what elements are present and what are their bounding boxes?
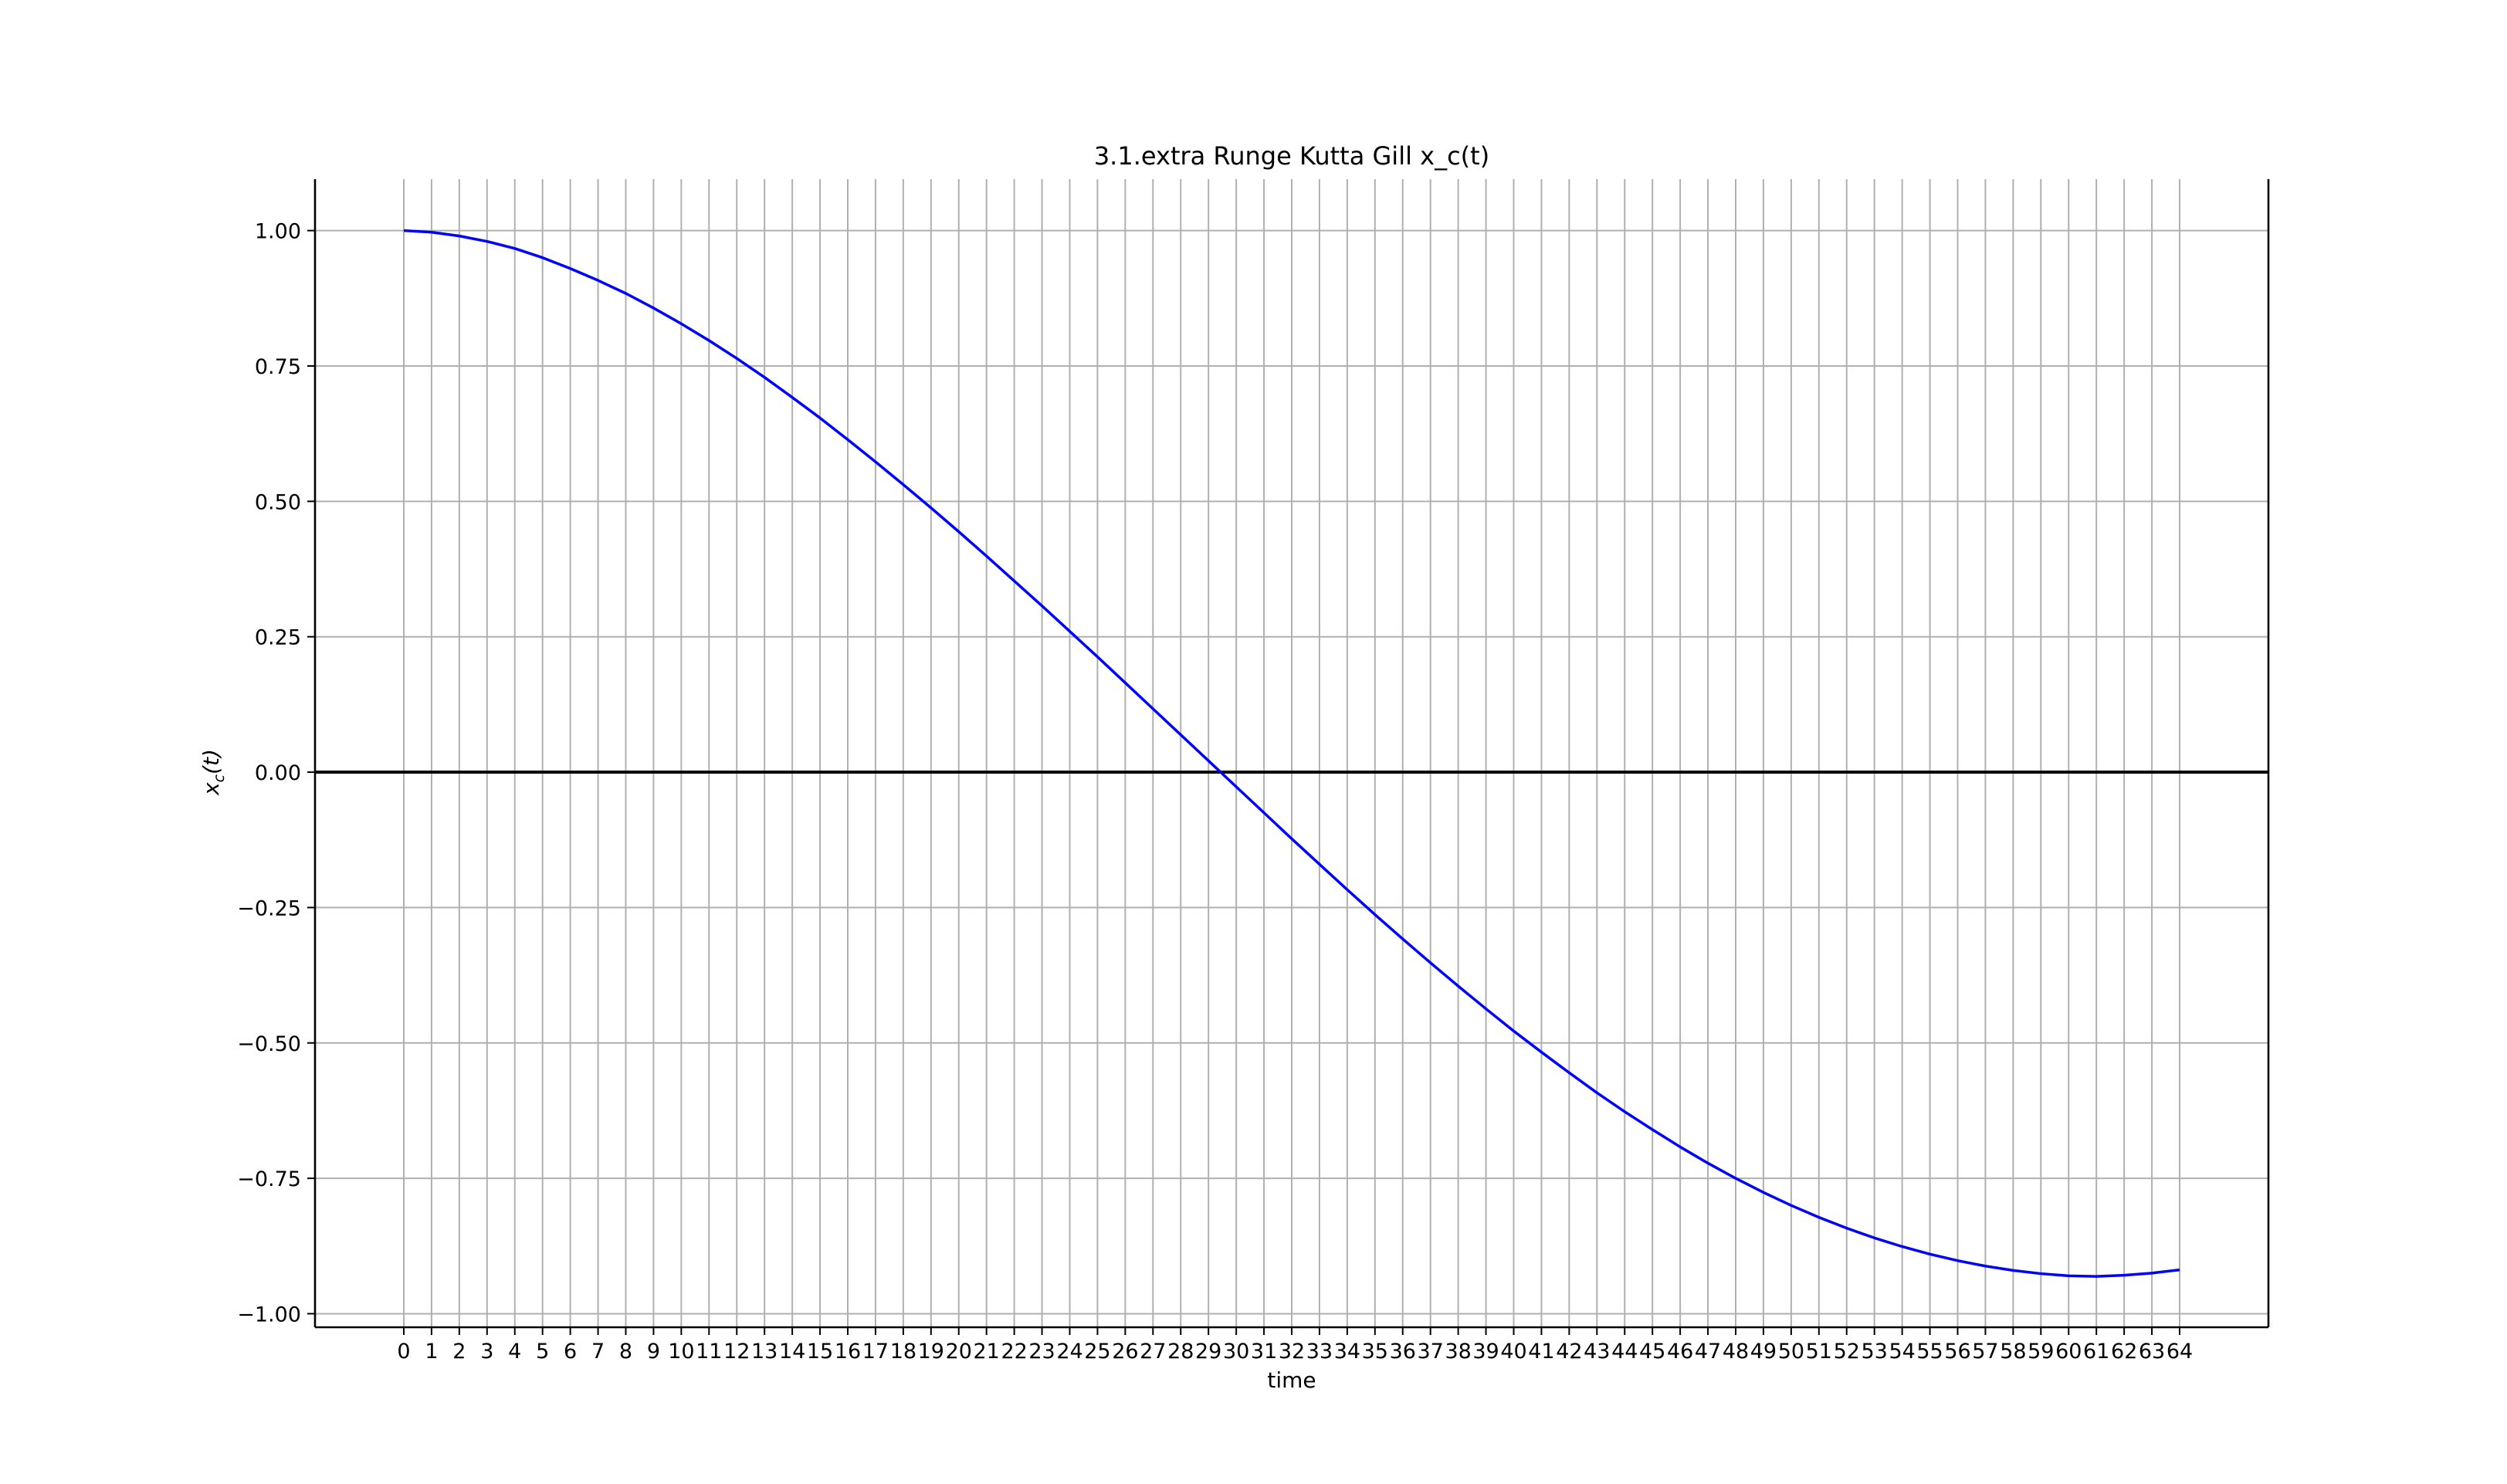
x-tick-label: 37 bbox=[1418, 1340, 1444, 1364]
x-tick-label: 39 bbox=[1472, 1340, 1499, 1364]
x-tick-label: 6 bbox=[564, 1340, 577, 1364]
x-tick-label: 46 bbox=[1667, 1340, 1693, 1364]
y-tick-label: 0.50 bbox=[255, 490, 301, 514]
x-tick-label: 36 bbox=[1390, 1340, 1416, 1364]
x-tick-label: 25 bbox=[1084, 1340, 1110, 1364]
x-axis-label: time bbox=[1267, 1367, 1316, 1393]
x-tick-label: 49 bbox=[1750, 1340, 1777, 1364]
x-tick-label: 5 bbox=[536, 1340, 549, 1364]
x-tick-label: 9 bbox=[647, 1340, 660, 1364]
x-tick-label: 29 bbox=[1195, 1340, 1221, 1364]
x-tick-label: 7 bbox=[591, 1340, 605, 1364]
y-tick-label: 0.75 bbox=[255, 355, 301, 379]
x-tick-label: 59 bbox=[2028, 1340, 2054, 1364]
grid-layer bbox=[315, 179, 2268, 1327]
x-tick-label: 12 bbox=[723, 1340, 750, 1364]
x-tick-label: 64 bbox=[2167, 1340, 2193, 1364]
series-layer bbox=[403, 229, 2180, 1278]
x-tick-label: 26 bbox=[1112, 1340, 1138, 1364]
x-tick-label: 23 bbox=[1028, 1340, 1055, 1364]
x-tick-label: 61 bbox=[2083, 1340, 2109, 1364]
x-tick-label: 55 bbox=[1916, 1340, 1943, 1364]
x-tick-label: 43 bbox=[1584, 1340, 1610, 1364]
x-tick-label: 3 bbox=[480, 1340, 493, 1364]
x-tick-label: 50 bbox=[1778, 1340, 1804, 1364]
x-tick-label: 10 bbox=[668, 1340, 694, 1364]
x-tick-label: 16 bbox=[835, 1340, 861, 1364]
x-tick-label: 28 bbox=[1167, 1340, 1194, 1364]
y-axis-label-base: x bbox=[198, 782, 224, 796]
x-tick-label: 22 bbox=[1001, 1340, 1027, 1364]
x-tick-label: 4 bbox=[508, 1340, 521, 1364]
x-tick-label: 53 bbox=[1862, 1340, 1888, 1364]
x-tick-label: 62 bbox=[2111, 1340, 2137, 1364]
x-tick-label: 35 bbox=[1362, 1340, 1388, 1364]
x-tick-label: 13 bbox=[751, 1340, 778, 1364]
series-line bbox=[403, 229, 2180, 1278]
x-tick-label: 20 bbox=[946, 1340, 972, 1364]
y-tick-label: −0.25 bbox=[237, 896, 301, 920]
x-tick-label: 21 bbox=[974, 1340, 1000, 1364]
x-tick-label: 19 bbox=[918, 1340, 944, 1364]
x-tick-label: 51 bbox=[1806, 1340, 1832, 1364]
x-tick-label: 48 bbox=[1723, 1340, 1749, 1364]
y-tick-label: 1.00 bbox=[255, 220, 301, 244]
x-tick-label: 40 bbox=[1500, 1340, 1526, 1364]
x-tick-label: 52 bbox=[1834, 1340, 1860, 1364]
x-tick-label: 1 bbox=[425, 1340, 438, 1364]
x-tick-label: 30 bbox=[1223, 1340, 1249, 1364]
x-tick-label: 15 bbox=[807, 1340, 833, 1364]
x-tick-label: 34 bbox=[1334, 1340, 1360, 1364]
x-tick-label: 11 bbox=[696, 1340, 722, 1364]
x-tick-label: 38 bbox=[1445, 1340, 1471, 1364]
x-tick-label: 14 bbox=[779, 1340, 805, 1364]
y-axis-label-subscript: c bbox=[211, 774, 228, 782]
x-tick-label: 42 bbox=[1556, 1340, 1582, 1364]
x-tick-label: 47 bbox=[1695, 1340, 1721, 1364]
x-tick-label: 60 bbox=[2055, 1340, 2082, 1364]
y-tick-label: −0.75 bbox=[237, 1167, 301, 1191]
x-tick-label: 27 bbox=[1140, 1340, 1166, 1364]
x-tick-label: 32 bbox=[1279, 1340, 1305, 1364]
x-tick-label: 17 bbox=[862, 1340, 889, 1364]
x-tick-label: 2 bbox=[452, 1340, 466, 1364]
x-tick-label: 33 bbox=[1306, 1340, 1333, 1364]
x-tick-label: 63 bbox=[2139, 1340, 2165, 1364]
y-axis-ticks: 1.00 0.75 0.50 0.25 0.00 −0.25 −0.50 −0.75 −1.00 bbox=[237, 220, 315, 1326]
x-tick-label: 18 bbox=[890, 1340, 916, 1364]
x-axis-ticks: 0 1 2 3 4 5 6 7 8 9 10 11 12 13 14 15 16 17 18 19 20 21 22 23 24… bbox=[397, 1327, 2193, 1364]
y-axis-label-argument: (t) bbox=[198, 749, 224, 774]
x-tick-label: 58 bbox=[2000, 1340, 2026, 1364]
y-tick-label: 0.25 bbox=[255, 626, 301, 650]
x-tick-label: 0 bbox=[397, 1340, 410, 1364]
x-tick-label: 31 bbox=[1251, 1340, 1277, 1364]
y-tick-label: −0.50 bbox=[237, 1032, 301, 1056]
x-tick-label: 54 bbox=[1889, 1340, 1915, 1364]
y-tick-label: 0.00 bbox=[255, 761, 301, 785]
x-tick-label: 44 bbox=[1611, 1340, 1638, 1364]
x-tick-label: 45 bbox=[1639, 1340, 1665, 1364]
x-tick-label: 8 bbox=[619, 1340, 632, 1364]
x-tick-label: 41 bbox=[1528, 1340, 1554, 1364]
y-tick-label: −1.00 bbox=[237, 1303, 301, 1326]
x-tick-label: 24 bbox=[1056, 1340, 1082, 1364]
y-axis-label: xc(t) bbox=[198, 749, 228, 796]
x-tick-label: 56 bbox=[1944, 1340, 1970, 1364]
chart-title: 3.1.extra Runge Kutta Gill x_c(t) bbox=[1094, 141, 1489, 171]
x-tick-label: 57 bbox=[1972, 1340, 1998, 1364]
